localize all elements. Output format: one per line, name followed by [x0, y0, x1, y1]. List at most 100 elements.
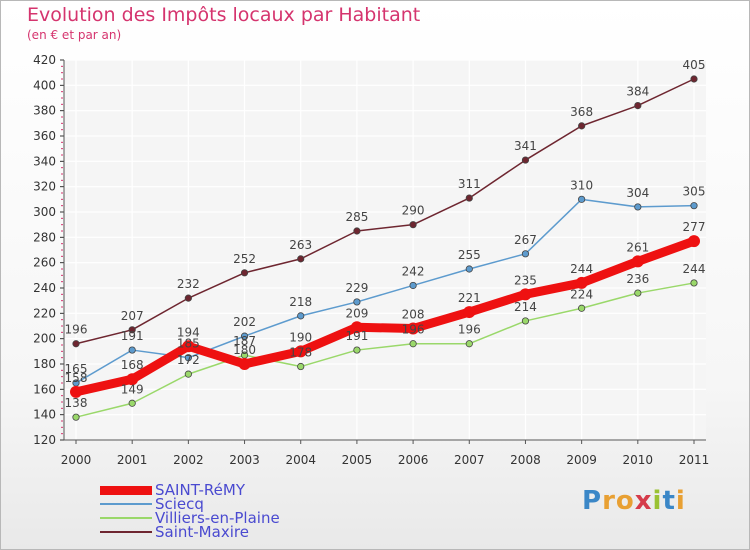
logo-letter: x — [634, 486, 653, 516]
data-point — [519, 288, 532, 301]
data-point — [631, 255, 644, 268]
legend-swatch — [100, 503, 152, 505]
data-point — [350, 321, 363, 334]
data-point — [353, 346, 361, 354]
data-label: 190 — [289, 330, 312, 344]
data-point — [465, 340, 473, 348]
y-tick-label: 140 — [33, 408, 56, 422]
legend-swatch — [100, 517, 152, 519]
series-line — [75, 282, 695, 418]
x-tick-label: 2008 — [510, 453, 541, 467]
logo-letter: t — [662, 486, 676, 516]
y-tick-label: 360 — [33, 129, 56, 143]
data-label: 261 — [626, 240, 649, 254]
legend-item: Sciecq — [100, 496, 320, 512]
data-label: 185 — [177, 337, 200, 351]
data-point — [184, 294, 192, 302]
data-label: 138 — [65, 396, 88, 410]
logo-letter: r — [602, 486, 616, 516]
x-tick-label: 2007 — [454, 453, 485, 467]
data-label: 187 — [233, 334, 256, 348]
y-tick-label: 260 — [33, 256, 56, 270]
data-label: 405 — [683, 58, 706, 72]
x-tick-label: 2010 — [623, 453, 654, 467]
x-tick-label: 2003 — [229, 453, 260, 467]
data-label: 180 — [233, 343, 256, 357]
data-label: 311 — [458, 177, 481, 191]
data-point — [184, 354, 192, 362]
data-point — [578, 195, 586, 203]
data-label: 218 — [289, 295, 312, 309]
y-tick-label: 180 — [33, 357, 56, 371]
data-point — [294, 345, 307, 358]
data-label: 244 — [570, 262, 593, 276]
data-label: 267 — [514, 233, 537, 247]
data-point — [128, 399, 136, 407]
data-point — [72, 413, 80, 421]
data-label: 208 — [402, 308, 425, 322]
data-label: 310 — [570, 178, 593, 192]
data-label: 172 — [177, 353, 200, 367]
y-tick-label: 320 — [33, 180, 56, 194]
data-point — [634, 289, 642, 297]
data-label: 178 — [289, 346, 312, 360]
data-point — [128, 326, 136, 334]
data-label: 196 — [402, 323, 425, 337]
data-point — [521, 317, 530, 325]
data-point — [465, 265, 473, 273]
data-point — [240, 332, 249, 340]
data-label: 196 — [65, 323, 88, 337]
y-tick-label: 220 — [33, 306, 56, 320]
legend-label: Villiers-en-Plaine — [155, 509, 280, 527]
y-tick-label: 420 — [33, 53, 56, 67]
data-label: 191 — [121, 329, 144, 343]
y-tick-label: 120 — [33, 433, 56, 447]
data-point — [409, 340, 417, 348]
data-label: 290 — [402, 204, 425, 218]
data-label: 235 — [514, 273, 537, 287]
data-label: 229 — [345, 281, 368, 295]
x-tick-label: 2011 — [679, 453, 710, 467]
x-tick-label: 2006 — [398, 453, 429, 467]
logo-letter: P — [582, 486, 603, 516]
x-tick-label: 2009 — [566, 453, 597, 467]
data-point — [126, 373, 139, 386]
data-label: 194 — [177, 325, 200, 339]
data-label: 304 — [626, 186, 649, 200]
logo-letter: i — [652, 486, 663, 516]
x-tick-label: 2005 — [342, 453, 373, 467]
logo-letter: i — [675, 486, 686, 516]
y-tick-label: 300 — [33, 205, 56, 219]
data-label: 214 — [514, 300, 537, 314]
data-point — [182, 340, 195, 353]
data-point — [463, 306, 476, 319]
data-point — [409, 221, 417, 229]
data-label: 149 — [121, 382, 144, 396]
data-point — [407, 322, 420, 335]
data-label: 242 — [402, 264, 425, 278]
series-line — [71, 236, 699, 397]
data-point — [353, 298, 361, 306]
legend-item: Villiers-en-Plaine — [100, 510, 320, 526]
y-tick-label: 280 — [33, 230, 56, 244]
y-tick-label: 160 — [33, 382, 56, 396]
x-tick-label: 2002 — [173, 453, 204, 467]
data-point — [128, 346, 136, 354]
data-point — [688, 235, 700, 248]
data-point — [634, 203, 642, 211]
data-label: 196 — [458, 323, 481, 337]
data-label: 244 — [683, 262, 706, 276]
data-point — [297, 312, 305, 320]
data-label: 165 — [65, 362, 88, 376]
data-label: 305 — [683, 185, 706, 199]
data-label: 224 — [570, 287, 593, 301]
data-point — [690, 202, 698, 210]
data-point — [690, 75, 698, 83]
data-point — [521, 156, 530, 164]
data-label: 221 — [458, 291, 481, 305]
x-tick-label: 2001 — [117, 453, 148, 467]
y-tick-label: 400 — [33, 78, 56, 92]
legend-label: SAINT-RéMY — [155, 481, 245, 499]
data-point — [634, 102, 642, 110]
legend-item: Saint-Maxire — [100, 524, 320, 540]
